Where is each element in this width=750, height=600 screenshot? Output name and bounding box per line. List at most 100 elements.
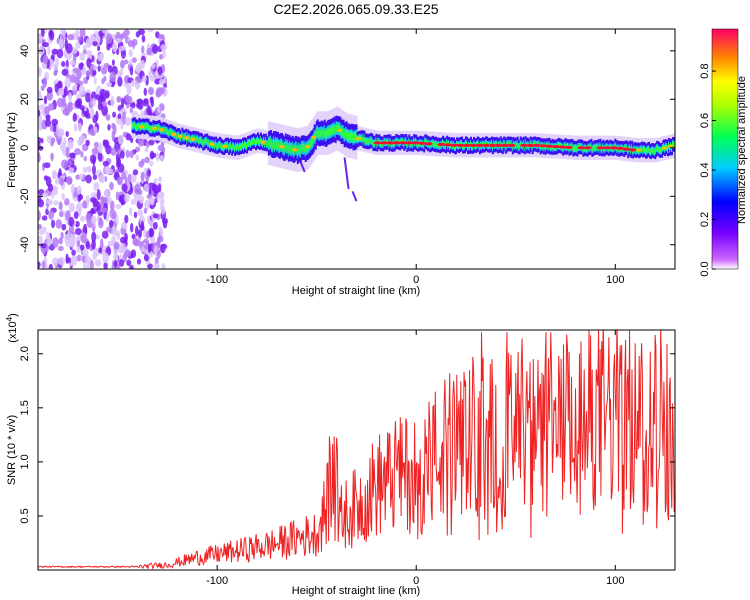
noise-speckle xyxy=(89,63,94,74)
noise-speckle xyxy=(152,221,158,230)
noise-speckle xyxy=(69,60,76,66)
noise-speckle xyxy=(140,158,145,166)
noise-speckle xyxy=(129,102,136,108)
noise-speckle xyxy=(52,237,59,248)
noise-speckle xyxy=(140,171,145,182)
noise-speckle xyxy=(125,149,130,159)
noise-speckle xyxy=(83,156,88,162)
noise-speckle xyxy=(96,189,101,201)
noise-speckle xyxy=(58,201,63,211)
noise-speckle xyxy=(146,47,153,56)
track-core xyxy=(622,147,630,151)
noise-speckle xyxy=(93,76,97,85)
noise-speckle xyxy=(61,159,68,169)
noise-speckle xyxy=(149,228,154,238)
noise-speckle xyxy=(67,33,75,41)
noise-speckle xyxy=(149,160,154,167)
track-core xyxy=(564,145,573,149)
noise-speckle xyxy=(150,236,156,244)
noise-speckle xyxy=(117,113,122,120)
spectrogram-ticks: -100 0 100 -40 -20 0 20 40 xyxy=(19,29,675,286)
noise-speckle xyxy=(139,59,145,69)
noise-speckle xyxy=(61,68,69,76)
noise-speckle xyxy=(156,73,164,79)
noise-speckle xyxy=(92,174,98,181)
noise-speckle xyxy=(72,112,78,122)
noise-speckle xyxy=(107,124,111,131)
noise-speckle xyxy=(76,202,83,213)
noise-speckle xyxy=(129,66,134,76)
spectrogram-marks xyxy=(38,29,675,269)
noise-speckle xyxy=(46,198,53,205)
spectrogram-y-label: Frequency (Hz) xyxy=(6,112,18,188)
noise-speckle xyxy=(42,42,49,48)
noise-speckle xyxy=(160,243,166,254)
noise-speckle xyxy=(85,213,92,223)
noise-speckle xyxy=(67,138,74,150)
noise-speckle xyxy=(53,123,57,133)
noise-speckle xyxy=(157,105,161,114)
noise-speckle xyxy=(91,147,99,155)
colorbar-ticks: 0.0 0.2 0.4 0.6 0.8 xyxy=(699,63,716,277)
y-tick-label: 2.0 xyxy=(19,346,31,361)
noise-speckle xyxy=(83,105,88,112)
noise-speckle xyxy=(85,256,92,265)
noise-speckle xyxy=(38,195,42,203)
noise-speckle xyxy=(135,225,139,236)
noise-speckle xyxy=(120,199,125,206)
noise-speckle xyxy=(76,240,81,248)
noise-speckle xyxy=(48,103,55,111)
track-core xyxy=(386,141,395,145)
noise-speckle xyxy=(98,216,103,226)
x-tick-label: 0 xyxy=(413,575,419,587)
noise-speckle xyxy=(42,77,48,88)
noise-speckle xyxy=(67,102,72,110)
noise-speckle xyxy=(40,243,47,249)
colorbar-gradient xyxy=(711,28,739,270)
track-core xyxy=(501,143,509,147)
noise-speckle xyxy=(162,49,166,59)
noise-speckle xyxy=(147,243,152,254)
noise-speckle xyxy=(80,233,87,244)
track-core xyxy=(190,137,196,141)
noise-speckle xyxy=(147,263,153,269)
noise-speckle xyxy=(113,124,117,135)
noise-speckle xyxy=(101,67,108,75)
noise-speckle xyxy=(124,214,129,224)
noise-speckle xyxy=(64,233,70,244)
spectrogram-frame xyxy=(37,28,676,270)
noise-speckle xyxy=(95,35,101,42)
noise-speckle xyxy=(112,111,117,118)
noise-speckle xyxy=(76,254,82,262)
snr-frame xyxy=(37,329,676,571)
noise-speckle xyxy=(76,69,82,80)
noise-speckle xyxy=(156,238,161,249)
noise-speckle xyxy=(93,247,100,257)
noise-speckle xyxy=(43,162,51,169)
noise-speckle xyxy=(65,253,69,264)
noise-speckle xyxy=(144,156,150,164)
noise-speckle xyxy=(109,181,114,191)
noise-speckle xyxy=(100,196,105,204)
noise-speckle xyxy=(75,29,80,39)
track-streak xyxy=(299,161,306,173)
noise-speckle xyxy=(53,63,58,72)
noise-speckle xyxy=(79,52,86,61)
noise-speckle xyxy=(134,184,141,194)
noise-speckle xyxy=(121,171,126,180)
noise-speckle xyxy=(157,144,165,152)
noise-speckle xyxy=(102,160,110,167)
noise-speckle xyxy=(86,49,91,60)
noise-speckle xyxy=(95,234,100,240)
noise-speckle xyxy=(103,75,107,82)
noise-speckle xyxy=(78,85,85,96)
noise-speckle xyxy=(136,78,143,83)
noise-speckle xyxy=(57,81,62,90)
noise-speckle xyxy=(141,45,145,54)
track-core xyxy=(399,141,408,145)
track-core xyxy=(469,143,478,147)
noise-speckle xyxy=(127,173,132,183)
noise-speckle xyxy=(85,70,90,77)
noise-speckle xyxy=(101,104,108,116)
